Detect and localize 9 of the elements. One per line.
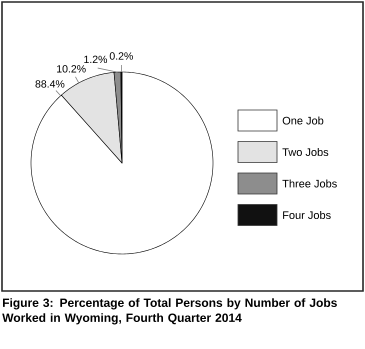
- legend-label: Three Jobs: [282, 179, 337, 188]
- data-label: 1.2%: [84, 56, 108, 64]
- legend-label: Two Jobs: [282, 148, 328, 156]
- data-label: 0.2%: [110, 52, 133, 60]
- legend-label: Four Jobs: [283, 210, 331, 220]
- text: Figure 3: Percentage of Total Persons by Number of Jobs Worked in Wyoming, Fourth Quarter 2014: [2, 298, 337, 324]
- data-label: 88.4%: [35, 80, 64, 88]
- slice-label: One Job: [282, 116, 324, 125]
- data-label: 10.2%: [57, 65, 86, 73]
